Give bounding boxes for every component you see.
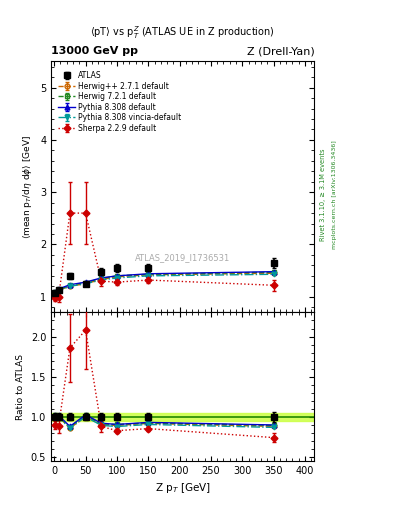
Text: Z (Drell-Yan): Z (Drell-Yan) [247,47,314,56]
Bar [51,413,314,421]
Text: 13000 GeV pp: 13000 GeV pp [51,47,138,56]
Text: $\langle$pT$\rangle$ vs p$_T^Z$ (ATLAS UE in Z production): $\langle$pT$\rangle$ vs p$_T^Z$ (ATLAS U… [90,25,275,41]
Y-axis label: Ratio to ATLAS: Ratio to ATLAS [16,354,25,420]
Y-axis label: $\langle$mean p$_T$/d$\eta$ d$\phi\rangle$ [GeV]: $\langle$mean p$_T$/d$\eta$ d$\phi\rangl… [22,135,35,239]
Legend: ATLAS, Herwig++ 2.7.1 default, Herwig 7.2.1 default, Pythia 8.308 default, Pythi: ATLAS, Herwig++ 2.7.1 default, Herwig 7.… [57,70,182,134]
Text: mcplots.cern.ch [arXiv:1306.3436]: mcplots.cern.ch [arXiv:1306.3436] [332,140,337,249]
Text: Rivet 3.1.10, ≥ 3.1M events: Rivet 3.1.10, ≥ 3.1M events [320,148,326,241]
Text: ATLAS_2019_I1736531: ATLAS_2019_I1736531 [135,253,230,262]
X-axis label: Z p$_T$ [GeV]: Z p$_T$ [GeV] [155,481,211,495]
